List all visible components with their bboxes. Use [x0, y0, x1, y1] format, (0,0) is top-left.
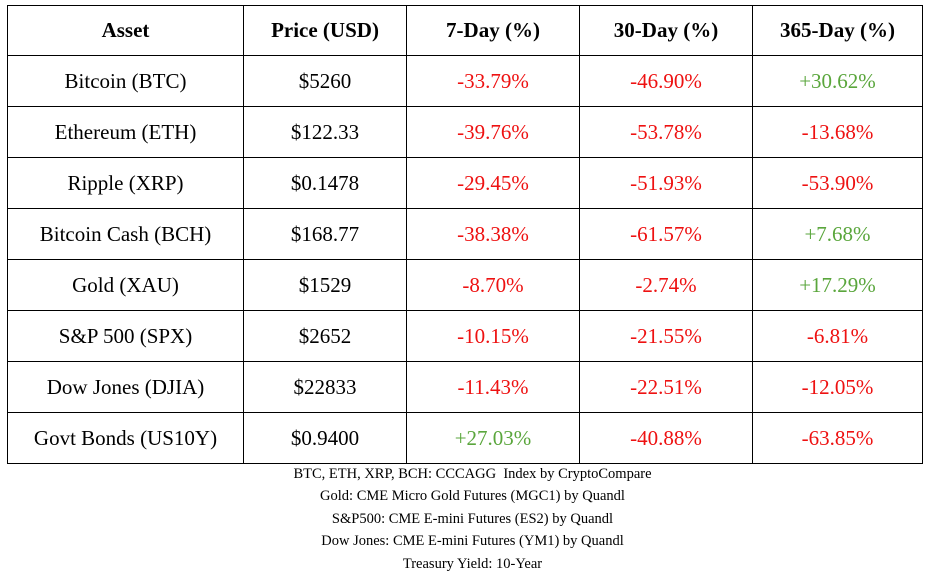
change-7-day-cell: -38.38%: [406, 208, 580, 260]
footnote-line: S&P500: CME E-mini Futures (ES2) by Quan…: [331, 510, 614, 527]
footnote-line: Gold: CME Micro Gold Futures (MGC1) by Q…: [320, 488, 625, 505]
change-7-day-cell: -33.79%: [406, 55, 580, 107]
asset-cell: Dow Jones (DJIA): [7, 361, 244, 413]
table-row: Dow Jones (DJIA) $22833 -11.43% -22.51% -12.…: [7, 361, 923, 413]
price-cell: $1529: [243, 259, 407, 311]
asset-cell: Ethereum (ETH): [7, 106, 244, 158]
header-row: Asset Price (USD) 7-Day (%) 30-Day (%) 3…: [7, 5, 923, 56]
change-365-day-cell: -13.68%: [752, 106, 923, 158]
change-30-day-cell: -51.93%: [579, 157, 753, 209]
footnote-line: BTC, ETH, XRP, BCH: CCCAGG Index by Cryp…: [293, 466, 652, 482]
change-7-day-cell: -10.15%: [406, 310, 580, 362]
asset-cell: Ripple (XRP): [7, 157, 244, 209]
asset-cell: Bitcoin (BTC): [7, 55, 244, 107]
price-cell: $122.33: [243, 106, 407, 158]
table-row: Govt Bonds (US10Y) $0.9400 +27.03% -40.88% -…: [7, 412, 923, 464]
header-asset: Asset: [7, 5, 244, 56]
table-header: Asset Price (USD) 7-Day (%) 30-Day (%) 3…: [7, 5, 923, 56]
change-365-day-cell: +30.62%: [752, 55, 923, 107]
change-7-day-cell: -11.43%: [406, 361, 580, 413]
header-30-day: 30-Day (%): [579, 5, 753, 56]
asset-cell: S&P 500 (SPX): [7, 310, 244, 362]
change-30-day-cell: -22.51%: [579, 361, 753, 413]
change-7-day-cell: -8.70%: [406, 259, 580, 311]
change-30-day-cell: -2.74%: [579, 259, 753, 311]
table-row: Ripple (XRP) $0.1478 -29.45% -51.93% -53.90%: [7, 157, 923, 209]
change-365-day-cell: -12.05%: [752, 361, 923, 413]
table-row: Ethereum (ETH) $122.33 -39.76% -53.78% -13.6…: [7, 106, 923, 158]
source-footnotes: BTC, ETH, XRP, BCH: CCCAGG Index by Cryp…: [0, 463, 945, 575]
table-row: S&P 500 (SPX) $2652 -10.15% -21.55% -6.81%: [7, 310, 923, 362]
change-365-day-cell: +17.29%: [752, 259, 923, 311]
price-cell: $2652: [243, 310, 407, 362]
asset-cell: Gold (XAU): [7, 259, 244, 311]
change-7-day-cell: -29.45%: [406, 157, 580, 209]
change-30-day-cell: -46.90%: [579, 55, 753, 107]
header-7-day: 7-Day (%): [406, 5, 580, 56]
asset-performance-table: Asset Price (USD) 7-Day (%) 30-Day (%) 3…: [7, 5, 923, 464]
change-30-day-cell: -40.88%: [579, 412, 753, 464]
change-30-day-cell: -61.57%: [579, 208, 753, 260]
change-30-day-cell: -21.55%: [579, 310, 753, 362]
table-row: Bitcoin (BTC) $5260 -33.79% -46.90% +30.62%: [7, 55, 923, 107]
change-365-day-cell: -53.90%: [752, 157, 923, 209]
table-body: Bitcoin (BTC) $5260 -33.79% -46.90% +30.62% E…: [7, 55, 923, 464]
price-cell: $168.77: [243, 208, 407, 260]
footnote-line: Treasury Yield: 10-Year: [402, 555, 543, 572]
table-row: Gold (XAU) $1529 -8.70% -2.74% +17.29%: [7, 259, 923, 311]
price-cell: $5260: [243, 55, 407, 107]
footnote-line: Dow Jones: CME E-mini Futures (YM1) by Q…: [321, 533, 624, 550]
change-30-day-cell: -53.78%: [579, 106, 753, 158]
change-365-day-cell: +7.68%: [752, 208, 923, 260]
change-7-day-cell: -39.76%: [406, 106, 580, 158]
change-7-day-cell: +27.03%: [406, 412, 580, 464]
change-365-day-cell: -6.81%: [752, 310, 923, 362]
header-365-day: 365-Day (%): [752, 5, 923, 56]
price-cell: $0.1478: [243, 157, 407, 209]
table-row: Bitcoin Cash (BCH) $168.77 -38.38% -61.57% +…: [7, 208, 923, 260]
price-cell: $0.9400: [243, 412, 407, 464]
asset-cell: Govt Bonds (US10Y): [7, 412, 244, 464]
asset-cell: Bitcoin Cash (BCH): [7, 208, 244, 260]
change-365-day-cell: -63.85%: [752, 412, 923, 464]
price-cell: $22833: [243, 361, 407, 413]
header-price: Price (USD): [243, 5, 407, 56]
